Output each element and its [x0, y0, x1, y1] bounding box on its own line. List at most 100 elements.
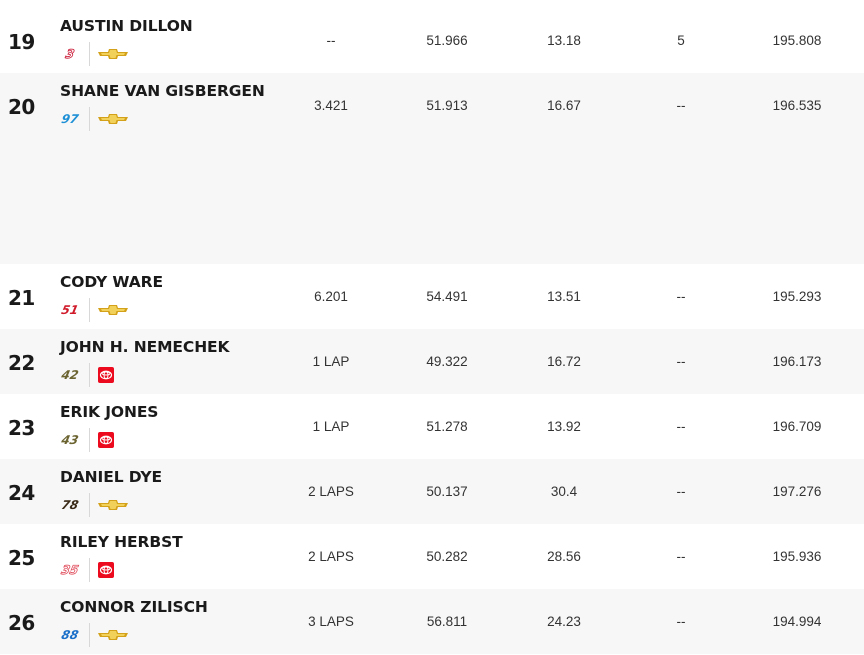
- stat-value-2: --: [676, 98, 686, 113]
- driver-name[interactable]: DANIEL DYE: [60, 468, 163, 486]
- car-badges: 35: [60, 558, 114, 582]
- position-number: 19: [8, 30, 35, 54]
- stat-value: 28.56: [547, 549, 581, 564]
- table-row: 23 ERIK JONES 43 1 LAP 51.278 13.92 -- 1…: [0, 394, 864, 459]
- position-number: 24: [8, 481, 35, 505]
- toyota-icon: [98, 367, 114, 383]
- car-badges: 43: [60, 428, 114, 452]
- position-number: 26: [8, 611, 35, 635]
- toyota-icon: [98, 432, 114, 448]
- badge-divider: [89, 42, 90, 66]
- position-number: 20: [8, 95, 35, 119]
- badge-divider: [89, 428, 90, 452]
- badge-divider: [89, 107, 90, 131]
- speed-value: 196.709: [772, 419, 822, 434]
- car-number-icon: 42: [60, 368, 80, 382]
- lap-time-value: 51.913: [426, 98, 468, 113]
- lap-time-value: 54.491: [426, 289, 468, 304]
- stat-value-2: --: [676, 419, 686, 434]
- car-number-icon: 78: [60, 498, 80, 512]
- stat-value: 24.23: [547, 614, 581, 629]
- driver-name[interactable]: SHANE VAN GISBERGEN: [60, 82, 265, 100]
- results-group-top: 19 AUSTIN DILLON 3 -- 51.966 13.18 5 195…: [0, 8, 864, 138]
- stat-value: 16.67: [547, 98, 581, 113]
- stat-value-2: 5: [677, 33, 685, 48]
- chevrolet-icon: [98, 629, 128, 641]
- speed-value: 195.936: [772, 549, 822, 564]
- badge-divider: [89, 558, 90, 582]
- driver-name[interactable]: AUSTIN DILLON: [60, 17, 193, 35]
- car-number-icon: 35: [60, 563, 80, 578]
- interval-value: 1 LAP: [312, 354, 350, 369]
- badge-divider: [89, 493, 90, 517]
- chevrolet-icon: [98, 48, 128, 60]
- table-row: 25 RILEY HERBST 35 2 LAPS 50.282 28.56 -…: [0, 524, 864, 589]
- speed-value: 197.276: [772, 484, 822, 499]
- table-row: 24 DANIEL DYE 78 2 LAPS 50.137 30.4 -- 1…: [0, 459, 864, 524]
- position-number: 25: [8, 546, 35, 570]
- position-number: 21: [8, 286, 35, 310]
- car-number-icon: 88: [60, 628, 80, 642]
- results-table: 19 AUSTIN DILLON 3 -- 51.966 13.18 5 195…: [0, 8, 864, 654]
- speed-value: 194.994: [772, 614, 822, 629]
- car-badges: 51: [60, 298, 128, 322]
- speed-value: 195.808: [772, 33, 822, 48]
- lap-time-value: 51.966: [426, 33, 468, 48]
- stat-value-2: --: [676, 549, 686, 564]
- driver-name[interactable]: CODY WARE: [60, 273, 163, 291]
- car-number-icon: 3: [64, 47, 76, 62]
- table-row: 19 AUSTIN DILLON 3 -- 51.966 13.18 5 195…: [0, 8, 864, 73]
- lap-time-value: 50.137: [426, 484, 468, 499]
- stat-value-2: --: [676, 289, 686, 304]
- stat-value: 30.4: [550, 484, 578, 499]
- ad-gap: [0, 138, 864, 264]
- interval-value: 1 LAP: [312, 419, 350, 434]
- lap-time-value: 56.811: [426, 614, 468, 629]
- chevrolet-icon: [98, 113, 128, 125]
- chevrolet-icon: [98, 304, 128, 316]
- stat-value-2: --: [676, 484, 686, 499]
- lap-time-value: 49.322: [426, 354, 468, 369]
- interval-value: 2 LAPS: [308, 549, 354, 564]
- badge-divider: [89, 623, 90, 647]
- stat-value-2: --: [676, 614, 686, 629]
- position-number: 22: [8, 351, 35, 375]
- car-badges: 42: [60, 363, 114, 387]
- toyota-icon: [98, 562, 114, 578]
- driver-name[interactable]: RILEY HERBST: [60, 533, 183, 551]
- car-badges: 88: [60, 623, 128, 647]
- car-number-icon: 51: [60, 303, 80, 317]
- driver-name[interactable]: ERIK JONES: [60, 403, 159, 421]
- speed-value: 196.535: [772, 98, 822, 113]
- table-row: 26 CONNOR ZILISCH 88 3 LAPS 56.811 24.23…: [0, 589, 864, 654]
- stat-value-2: --: [676, 354, 686, 369]
- badge-divider: [89, 363, 90, 387]
- speed-value: 196.173: [772, 354, 822, 369]
- interval-value: --: [326, 33, 336, 48]
- interval-value: 3 LAPS: [308, 614, 354, 629]
- car-badges: 97: [60, 107, 128, 131]
- stat-value: 13.92: [547, 419, 581, 434]
- speed-value: 195.293: [772, 289, 822, 304]
- interval-value: 3.421: [314, 98, 348, 113]
- results-group-bottom: 21 CODY WARE 51 6.201 54.491 13.51 -- 19…: [0, 264, 864, 654]
- position-number: 23: [8, 416, 35, 440]
- car-badges: 78: [60, 493, 128, 517]
- table-row: 21 CODY WARE 51 6.201 54.491 13.51 -- 19…: [0, 264, 864, 329]
- car-badges: 3: [60, 42, 128, 66]
- interval-value: 6.201: [314, 289, 348, 304]
- lap-time-value: 51.278: [426, 419, 468, 434]
- interval-value: 2 LAPS: [308, 484, 354, 499]
- chevrolet-icon: [98, 499, 128, 511]
- driver-name[interactable]: CONNOR ZILISCH: [60, 598, 208, 616]
- stat-value: 13.18: [547, 33, 581, 48]
- car-number-icon: 43: [60, 433, 80, 447]
- badge-divider: [89, 298, 90, 322]
- stat-value: 13.51: [547, 289, 581, 304]
- driver-name[interactable]: JOHN H. NEMECHEK: [60, 338, 230, 356]
- table-row: 22 JOHN H. NEMECHEK 42 1 LAP 49.322 16.7…: [0, 329, 864, 394]
- car-number-icon: 97: [60, 112, 80, 126]
- table-row: 20 SHANE VAN GISBERGEN 97 3.421 51.913 1…: [0, 73, 864, 138]
- stat-value: 16.72: [547, 354, 581, 369]
- lap-time-value: 50.282: [426, 549, 468, 564]
